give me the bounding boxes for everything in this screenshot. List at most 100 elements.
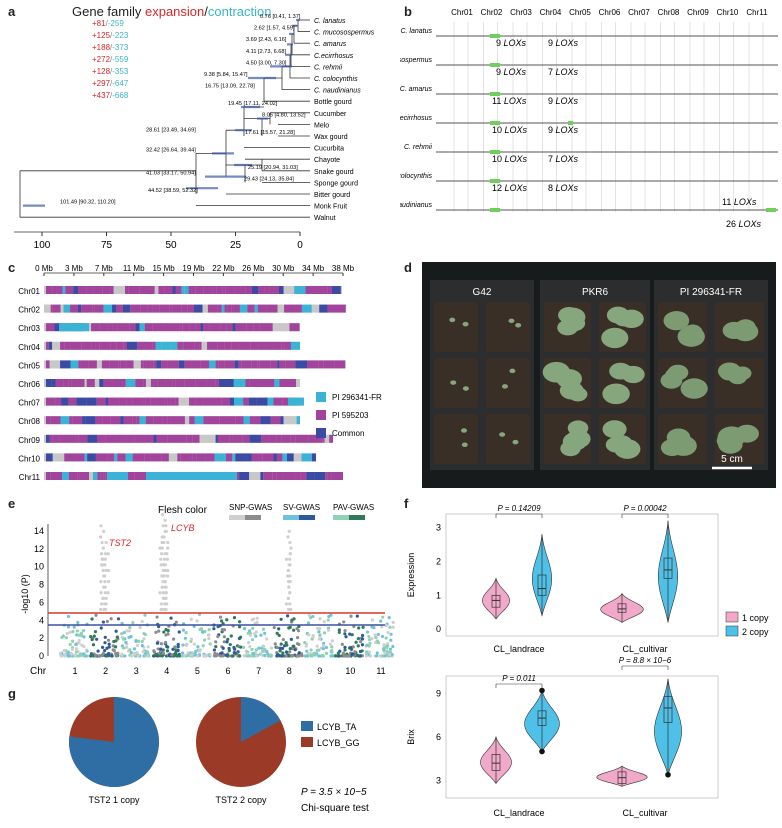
peak-point: [99, 524, 103, 528]
synteny-block: [46, 379, 52, 387]
peak-point: [161, 535, 165, 539]
snp-point: [172, 637, 176, 641]
snp-point: [114, 639, 118, 643]
synteny-block: [233, 379, 246, 387]
snp-point: [142, 637, 146, 641]
contraction-count: -373: [112, 43, 129, 52]
synteny-block: [183, 341, 195, 350]
legend-label: PI 595203: [332, 411, 369, 420]
synteny-block: [177, 416, 185, 425]
snp-point: [245, 654, 249, 658]
snp-point: [379, 619, 383, 623]
snp-point: [278, 649, 282, 653]
synteny-block: [212, 286, 217, 294]
snp-point: [288, 625, 292, 629]
snp-point: [116, 617, 121, 621]
snp-point: [94, 613, 98, 617]
synteny-block: [79, 472, 90, 480]
snp-point: [380, 625, 384, 629]
snp-point: [247, 654, 251, 658]
snp-point: [247, 629, 252, 633]
legend-label: 1 copy: [742, 613, 769, 623]
snp-point: [165, 649, 170, 653]
lox-num: 7: [548, 67, 553, 77]
snp-point: [279, 642, 283, 646]
snp-point: [142, 631, 146, 636]
synteny-block: [218, 360, 225, 369]
peak-point: [287, 607, 291, 612]
snp-point: [70, 647, 74, 651]
synteny-block: [60, 304, 64, 313]
species-label: C. rehmii: [404, 144, 432, 151]
synteny-block: [81, 304, 93, 313]
snp-point: [288, 650, 292, 654]
synteny-block: [216, 286, 223, 294]
synteny-block: [231, 304, 234, 313]
peak-point: [163, 568, 167, 573]
synteny-block: [52, 434, 60, 443]
synteny-block: [168, 453, 178, 462]
snp-point: [184, 643, 188, 647]
leaf: [501, 384, 508, 389]
synteny-block: [161, 360, 168, 369]
scale-label: 0 Mb: [35, 264, 53, 273]
synteny-block: [153, 434, 157, 443]
snp-point: [315, 644, 319, 648]
snp-point: [344, 635, 348, 639]
synteny-block: [77, 304, 82, 313]
synteny-block: [94, 379, 100, 387]
peak-point: [103, 574, 107, 578]
synteny-block: [279, 360, 286, 369]
snp-point: [74, 650, 78, 654]
synteny-block: [258, 341, 265, 350]
snp-point: [304, 654, 308, 658]
legend-swatch: [301, 721, 313, 731]
peak-point: [99, 535, 103, 539]
synteny-block: [323, 360, 335, 369]
snp-point: [145, 650, 150, 654]
snp-point: [391, 620, 395, 624]
snp-point: [359, 640, 363, 644]
lox-suffix: LOXs: [553, 67, 579, 77]
lox-num: 11: [722, 197, 731, 207]
panel-label-f: f: [404, 496, 409, 511]
synteny-block: [334, 360, 346, 369]
synteny-block: [170, 397, 176, 406]
synteny-block: [169, 304, 173, 313]
axis-tick-label: 100: [34, 240, 51, 251]
snp-point: [343, 632, 347, 636]
snp-point: [285, 643, 289, 647]
snp-point: [159, 642, 163, 646]
snp-point: [107, 642, 111, 646]
lox-label: 9 LOXs: [496, 67, 527, 77]
synteny-block: [50, 416, 61, 425]
synteny-block: [235, 323, 247, 332]
synteny-block: [76, 397, 87, 406]
outlier: [539, 748, 545, 755]
leaf: [717, 362, 742, 380]
synteny-block: [243, 416, 250, 425]
synteny-block: [242, 341, 251, 350]
snp-point: [130, 654, 134, 658]
synteny-block: [206, 434, 216, 443]
snp-point: [201, 644, 205, 648]
chr-label: Chr10: [18, 454, 40, 463]
lox-suffix: LOXs: [502, 183, 528, 193]
snp-point: [350, 652, 354, 656]
synteny-block: [249, 472, 261, 480]
chr-label: Chr09: [18, 436, 40, 445]
synteny-block: [143, 379, 146, 387]
chi-pvalue: P = 3.5 × 10−5: [301, 787, 367, 798]
synteny-block: [258, 286, 265, 294]
snp-point: [355, 653, 359, 658]
snp-point: [221, 654, 225, 658]
leaf: [462, 321, 469, 327]
taxon-label: Melo: [314, 122, 329, 129]
synteny-block: [220, 323, 227, 332]
synteny-block: [327, 286, 332, 294]
peak-point: [103, 557, 107, 561]
synteny-block: [253, 416, 261, 425]
synteny-block: [95, 341, 100, 350]
synteny-block: [270, 416, 281, 425]
snp-point: [89, 635, 93, 639]
